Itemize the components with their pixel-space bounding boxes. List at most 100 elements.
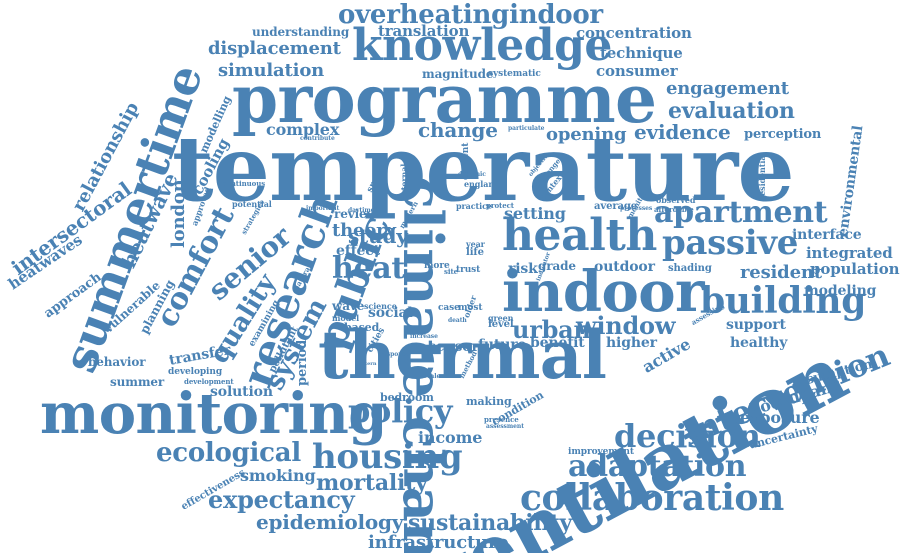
word-most: most xyxy=(458,303,483,313)
word-presence: presence xyxy=(484,415,519,424)
word-integrated: integrated xyxy=(806,244,893,262)
word-based: based xyxy=(344,321,380,334)
word-social: social xyxy=(368,305,413,321)
word-interface: interface xyxy=(792,227,862,243)
word-sustainability: sustainability xyxy=(408,510,573,536)
word-mortality: mortality xyxy=(316,470,428,496)
word-observed: observed xyxy=(656,195,696,205)
word-life: life xyxy=(466,247,484,258)
word-displacement: displacement xyxy=(208,38,341,59)
word-health: health xyxy=(502,210,657,261)
word-review: review xyxy=(334,207,377,221)
word-theory: theory xyxy=(332,220,396,241)
word-year: year xyxy=(466,239,485,249)
word-continuous: continuous xyxy=(222,179,266,188)
word-development: development xyxy=(184,377,234,386)
word-shading: shading xyxy=(668,263,712,274)
word-monitoring: monitoring xyxy=(40,381,387,447)
word-ecological: ecological xyxy=(156,438,301,468)
word-support: support xyxy=(726,317,786,333)
word-developing: developing xyxy=(168,367,223,377)
word-trust: trust xyxy=(456,265,481,275)
word-exposure: exposure xyxy=(740,408,820,427)
word-assessment: assessment xyxy=(486,423,524,430)
word-site: site xyxy=(444,267,459,276)
word-outdoor: outdoor xyxy=(594,259,655,275)
word-benefit: benefit xyxy=(530,335,585,351)
word-death: death xyxy=(448,317,467,324)
word-effect: effect xyxy=(336,243,381,259)
word-passive: passive xyxy=(662,223,799,263)
word-collaboration: collaboration xyxy=(520,477,784,519)
word-perception: perception xyxy=(744,127,822,142)
word-apartment: apartment xyxy=(654,195,828,230)
word-concentration: concentration xyxy=(576,24,692,42)
word-particulate: particulate xyxy=(508,125,545,132)
word-change: change xyxy=(418,118,498,142)
word-resident: resident xyxy=(740,262,822,283)
word-programme: programme xyxy=(232,60,657,138)
word-increase: increase xyxy=(410,333,438,340)
word-thermal: thermal xyxy=(318,316,607,394)
word-healthy: healthy xyxy=(730,335,788,351)
word-model: model xyxy=(332,313,360,323)
word-summer: summer xyxy=(110,375,165,389)
word-london: london xyxy=(168,179,189,248)
word-processes: processes xyxy=(620,205,653,212)
word-indoor: indoor xyxy=(502,259,705,325)
word-environmental: environmental xyxy=(835,124,867,239)
word-epidemiology: epidemiology xyxy=(256,510,404,534)
word-complex: complex xyxy=(266,120,340,139)
word-adaptation: adaptation xyxy=(568,449,747,484)
word-heat: heat xyxy=(332,251,405,286)
word-setting: setting xyxy=(504,204,566,223)
word-engagement: engagement xyxy=(666,78,789,99)
word-income: income xyxy=(418,428,483,447)
word-residential: residential xyxy=(757,152,767,200)
word-evidence: evidence xyxy=(634,120,731,144)
word-dynamic: dynamic xyxy=(458,171,486,178)
word-level: level xyxy=(488,319,514,330)
word-more: more xyxy=(424,261,450,271)
word-behavior: behavior xyxy=(88,355,146,369)
word-decision: decision xyxy=(614,417,761,455)
word-potential: potential xyxy=(232,199,272,209)
word-understanding: understanding xyxy=(252,25,350,39)
word-pattern: pattern xyxy=(356,361,377,367)
word-systematic: systematic xyxy=(488,69,541,79)
word-average: average xyxy=(594,201,638,212)
word-solution: solution xyxy=(210,384,273,400)
word-building: building xyxy=(700,280,867,322)
word-prevalent: prevalent xyxy=(416,373,448,380)
word-important: important xyxy=(306,205,340,212)
word-simulation: simulation xyxy=(218,60,325,81)
word-temperature: temperature xyxy=(172,116,795,222)
word-green: green xyxy=(488,313,514,323)
word-higher: higher xyxy=(606,335,657,351)
word-making: making xyxy=(466,395,512,408)
word-infrastructure: infrastructure xyxy=(368,532,509,553)
word-translation: translation xyxy=(378,22,470,40)
word-risk: risk xyxy=(508,261,538,277)
word-overheatingindoor: overheatingindoor xyxy=(338,0,603,30)
word-opening: opening xyxy=(546,124,627,145)
word-expectancy: expectancy xyxy=(208,485,355,514)
word-policy: policy xyxy=(348,392,453,430)
word-future: future xyxy=(478,337,527,353)
word-england: england xyxy=(464,179,500,189)
word-evaluation: evaluation xyxy=(668,98,795,124)
word-modeling: modeling xyxy=(804,283,877,299)
word-daytime: daytime xyxy=(348,207,375,214)
word-science: science xyxy=(364,301,397,311)
word-response: response xyxy=(380,351,410,358)
word-external: external xyxy=(399,163,409,200)
word-smoking: smoking xyxy=(240,466,316,485)
word-wave: wave xyxy=(332,299,365,313)
word-improvement: improvement xyxy=(568,447,634,457)
word-technique: technique xyxy=(600,44,683,62)
word-grade: grade xyxy=(538,259,576,273)
word-bedroom: bedroom xyxy=(380,391,434,404)
word-affordable: affordable xyxy=(654,205,694,214)
word-urban: urban xyxy=(512,315,591,344)
